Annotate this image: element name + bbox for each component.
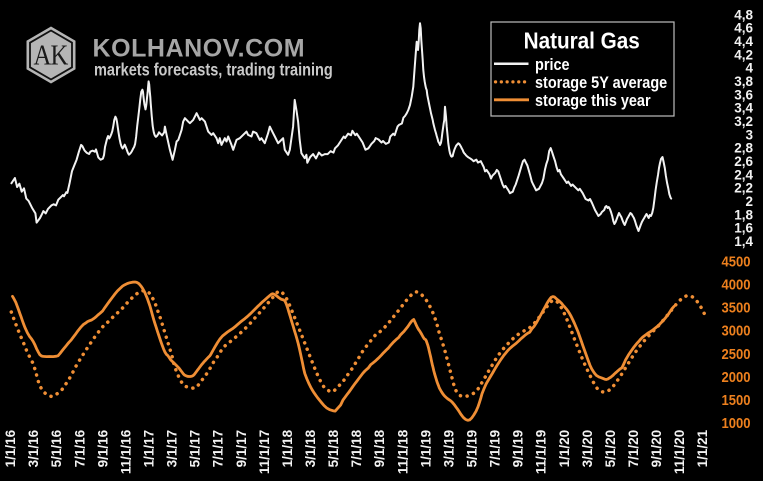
svg-text:Natural Gas: Natural Gas bbox=[524, 27, 640, 53]
svg-text:3/1/19: 3/1/19 bbox=[441, 430, 456, 468]
svg-text:4000: 4000 bbox=[721, 276, 750, 293]
svg-text:5/1/16: 5/1/16 bbox=[49, 429, 64, 467]
svg-text:7/1/19: 7/1/19 bbox=[488, 430, 503, 468]
svg-text:3/1/20: 3/1/20 bbox=[580, 430, 595, 468]
svg-text:4,2: 4,2 bbox=[734, 47, 753, 62]
svg-text:2,8: 2,8 bbox=[734, 141, 753, 156]
svg-text:2: 2 bbox=[745, 194, 753, 209]
svg-text:7/1/17: 7/1/17 bbox=[211, 430, 226, 468]
svg-text:3,8: 3,8 bbox=[734, 74, 753, 89]
svg-text:4,6: 4,6 bbox=[734, 21, 753, 36]
svg-text:4,8: 4,8 bbox=[734, 7, 753, 22]
svg-text:2000: 2000 bbox=[721, 368, 750, 385]
svg-text:3000: 3000 bbox=[721, 322, 750, 339]
svg-text:11/1/20: 11/1/20 bbox=[672, 430, 687, 474]
svg-text:7/1/16: 7/1/16 bbox=[72, 429, 87, 467]
svg-text:3/1/17: 3/1/17 bbox=[165, 430, 180, 468]
svg-text:3500: 3500 bbox=[721, 299, 750, 316]
svg-text:3: 3 bbox=[745, 127, 753, 142]
svg-text:2500: 2500 bbox=[721, 345, 750, 362]
svg-text:3,4: 3,4 bbox=[734, 101, 753, 116]
svg-text:1500: 1500 bbox=[721, 391, 750, 408]
svg-text:9/1/16: 9/1/16 bbox=[95, 429, 110, 467]
svg-text:11/1/16: 11/1/16 bbox=[118, 429, 133, 474]
svg-text:1,6: 1,6 bbox=[734, 221, 753, 236]
svg-text:2,6: 2,6 bbox=[734, 154, 753, 169]
svg-text:9/1/20: 9/1/20 bbox=[649, 430, 664, 468]
svg-text:4,4: 4,4 bbox=[734, 34, 753, 49]
svg-text:3/1/18: 3/1/18 bbox=[303, 429, 318, 467]
svg-text:1/1/18: 1/1/18 bbox=[280, 429, 295, 467]
svg-text:5/1/17: 5/1/17 bbox=[188, 430, 203, 468]
svg-text:1000: 1000 bbox=[721, 414, 750, 431]
svg-text:1/1/20: 1/1/20 bbox=[557, 430, 572, 468]
svg-text:KOLHANOV.COM: KOLHANOV.COM bbox=[93, 35, 306, 63]
svg-text:3,2: 3,2 bbox=[734, 114, 753, 129]
svg-text:5/1/20: 5/1/20 bbox=[603, 430, 618, 468]
svg-text:11/1/17: 11/1/17 bbox=[257, 430, 272, 474]
svg-text:11/1/18: 11/1/18 bbox=[395, 429, 410, 474]
svg-text:3/1/16: 3/1/16 bbox=[26, 429, 41, 467]
svg-text:markets forecasts, trading tra: markets forecasts, trading training bbox=[94, 60, 333, 80]
svg-text:9/1/19: 9/1/19 bbox=[511, 430, 526, 468]
svg-text:2,2: 2,2 bbox=[734, 181, 753, 196]
svg-text:4500: 4500 bbox=[721, 253, 750, 270]
svg-text:5/1/19: 5/1/19 bbox=[465, 430, 480, 468]
svg-text:1/1/16: 1/1/16 bbox=[3, 429, 18, 467]
svg-text:1/1/19: 1/1/19 bbox=[418, 430, 433, 468]
svg-text:9/1/18: 9/1/18 bbox=[372, 429, 387, 467]
svg-text:9/1/17: 9/1/17 bbox=[234, 430, 249, 468]
svg-text:price: price bbox=[535, 56, 570, 74]
svg-text:1/1/21: 1/1/21 bbox=[695, 429, 710, 467]
svg-text:1,8: 1,8 bbox=[734, 207, 753, 222]
svg-text:11/1/19: 11/1/19 bbox=[534, 430, 549, 474]
svg-text:AK: AK bbox=[34, 39, 69, 71]
svg-text:storage 5Y average: storage 5Y average bbox=[535, 74, 667, 92]
svg-text:1/1/17: 1/1/17 bbox=[142, 430, 157, 468]
svg-text:5/1/18: 5/1/18 bbox=[326, 429, 341, 467]
svg-text:7/1/20: 7/1/20 bbox=[626, 430, 641, 468]
svg-text:7/1/18: 7/1/18 bbox=[349, 429, 364, 467]
svg-text:2,4: 2,4 bbox=[734, 167, 753, 182]
svg-text:3,6: 3,6 bbox=[734, 87, 753, 102]
svg-text:storage this year: storage this year bbox=[535, 92, 651, 110]
svg-text:4: 4 bbox=[745, 61, 753, 76]
svg-text:1,4: 1,4 bbox=[734, 234, 753, 249]
